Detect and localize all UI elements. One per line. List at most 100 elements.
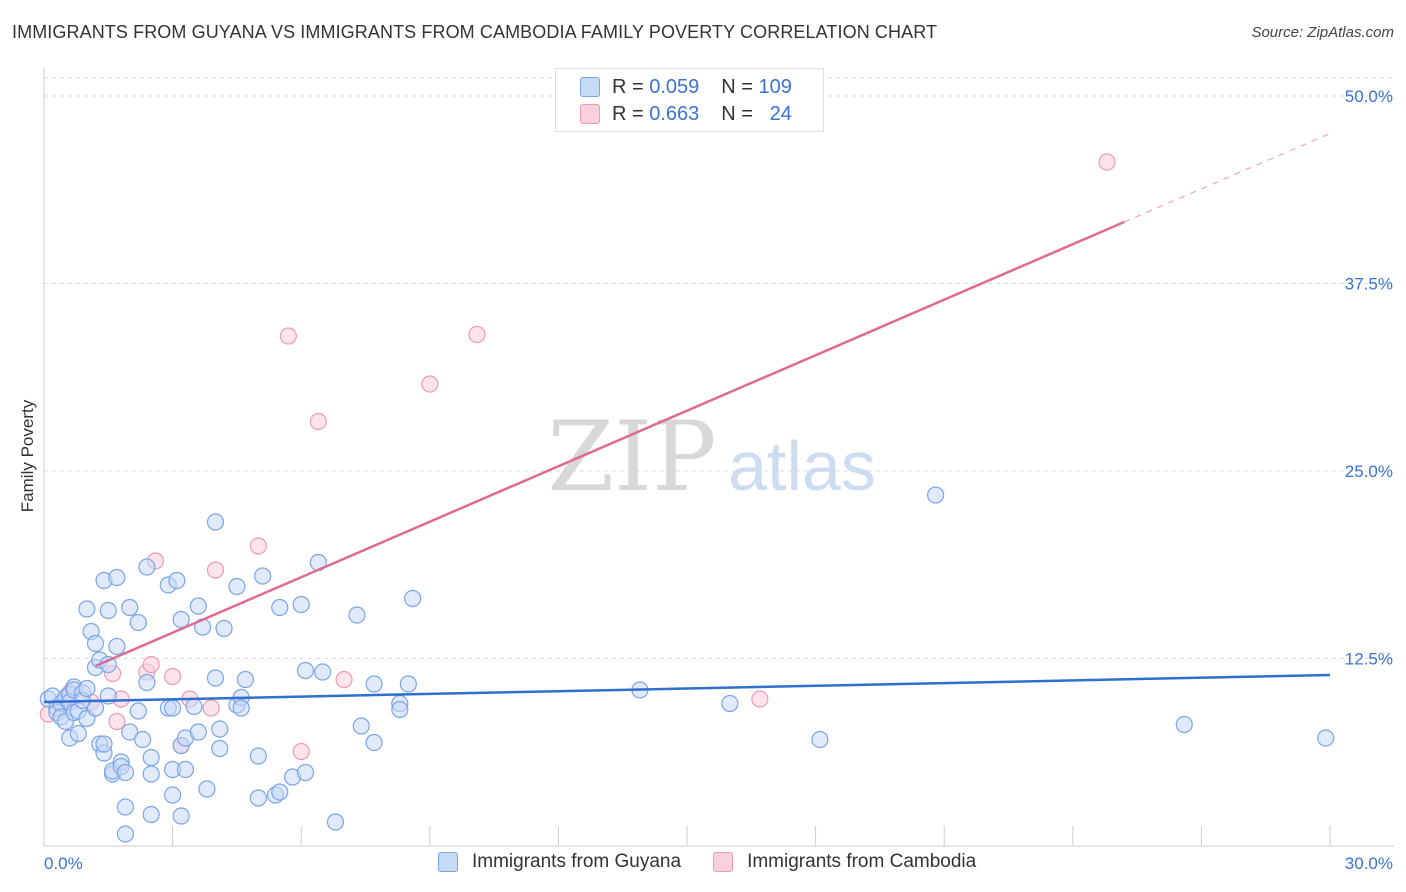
legend-label: Immigrants from Guyana <box>472 851 682 872</box>
legend-row-cambodia: R = 0.663 N = 24 <box>580 102 792 126</box>
guyana-point <box>198 780 216 798</box>
guyana-point <box>721 694 739 713</box>
cambodia-point <box>468 325 486 344</box>
guyana-point <box>249 789 267 807</box>
guyana-point <box>121 723 139 741</box>
guyana-point <box>172 807 190 825</box>
cambodia-point <box>309 412 327 431</box>
guyana-point <box>811 730 829 749</box>
r-value: 0.059 <box>649 75 700 98</box>
cambodia-point <box>751 690 769 708</box>
guyana-point <box>296 661 315 680</box>
x-tick-label: 0.0% <box>44 854 83 873</box>
guyana-swatch <box>580 77 600 97</box>
guyana-point <box>211 720 229 738</box>
guyana-point <box>228 577 246 596</box>
y-tick-label: 12.5% <box>1345 650 1393 669</box>
guyana-point <box>365 733 383 752</box>
guyana-point <box>249 747 267 765</box>
guyana-point <box>236 670 255 689</box>
guyana-point <box>86 634 105 653</box>
guyana-point <box>348 606 366 624</box>
watermark-atlas: atlas <box>728 427 876 505</box>
cambodia-point <box>202 699 220 717</box>
guyana-point <box>78 600 96 618</box>
guyana-point <box>164 699 182 717</box>
guyana-point <box>232 699 250 717</box>
guyana-point <box>271 783 289 801</box>
y-tick-label: 37.5% <box>1345 275 1393 294</box>
guyana-point <box>164 786 182 804</box>
guyana-point <box>206 513 225 531</box>
guyana-point <box>142 748 160 767</box>
guyana-point <box>99 601 117 620</box>
guyana-point <box>108 637 126 656</box>
cambodia-point <box>292 742 310 761</box>
guyana-point <box>129 702 147 720</box>
legend-item-guyana: Immigrants from Guyana <box>438 851 681 873</box>
r-label: R = <box>612 102 644 125</box>
guyana-point <box>1317 729 1335 747</box>
r-value: 0.663 <box>649 102 700 125</box>
guyana-point <box>116 763 135 782</box>
legend-row-guyana: R = 0.059 N = 109 <box>580 75 792 99</box>
guyana-point <box>121 598 139 617</box>
guyana-point <box>296 763 315 782</box>
trend-lines <box>43 132 1331 704</box>
cambodia-swatch <box>580 104 600 124</box>
tick-labels: 12.5% 25.0% 37.5% 50.0% 0.0% 30.0% <box>44 87 1393 873</box>
cambodia-point <box>249 537 267 555</box>
guyana-point <box>271 598 289 617</box>
cambodia-point <box>335 670 353 689</box>
guyana-point <box>211 739 229 758</box>
guyana-point <box>138 673 156 692</box>
cambodia-trend-line <box>94 220 1125 668</box>
guyana-point <box>326 813 345 831</box>
guyana-point <box>399 675 417 693</box>
guyana-point <box>314 663 332 681</box>
cambodia-point <box>1098 153 1116 171</box>
n-value: 24 <box>769 102 792 125</box>
cambodia-trend-extension <box>1124 132 1331 223</box>
guyana-point <box>404 589 422 608</box>
guyana-point <box>254 567 272 585</box>
stats-legend: R = 0.059 N = 109 R = 0.663 N = 24 <box>555 68 824 132</box>
legend-item-cambodia: Immigrants from Cambodia <box>713 851 976 873</box>
cambodia-point <box>108 712 126 731</box>
series-legend: Immigrants from Guyana Immigrants from C… <box>438 851 1008 873</box>
guyana-point <box>172 610 190 629</box>
watermark: ZIP atlas <box>547 401 876 513</box>
guyana-point <box>206 669 225 687</box>
guyana-point <box>185 697 203 716</box>
guyana-point <box>116 798 135 816</box>
cambodia-swatch <box>713 852 734 872</box>
gridlines <box>44 77 1394 659</box>
guyana-point <box>168 571 186 590</box>
guyana-point <box>352 717 370 735</box>
guyana-point <box>129 613 147 632</box>
cambodia-point <box>421 375 439 393</box>
guyana-point <box>176 760 195 779</box>
guyana-point <box>142 805 160 824</box>
guyana-point <box>215 619 233 638</box>
guyana-point <box>189 597 207 615</box>
guyana-point <box>95 735 113 753</box>
source-label: Source: ZipAtlas.com <box>1251 24 1394 41</box>
n-label: N = <box>721 75 753 98</box>
guyana-swatch <box>438 852 458 872</box>
cambodia-point <box>164 667 182 686</box>
guyana-point <box>1175 715 1193 734</box>
guyana-point <box>108 568 126 587</box>
guyana-point <box>292 595 310 614</box>
cambodia-point <box>279 327 297 345</box>
guyana-trend-line <box>43 673 1331 704</box>
r-label: R = <box>612 75 644 98</box>
guyana-point <box>142 765 160 783</box>
guyana-point <box>391 700 409 719</box>
guyana-point <box>927 486 945 504</box>
watermark-zip: ZIP <box>547 401 716 513</box>
guyana-point <box>86 699 105 717</box>
n-value: 109 <box>758 75 792 98</box>
guyana-point <box>365 675 383 693</box>
guyana-point <box>116 825 135 843</box>
